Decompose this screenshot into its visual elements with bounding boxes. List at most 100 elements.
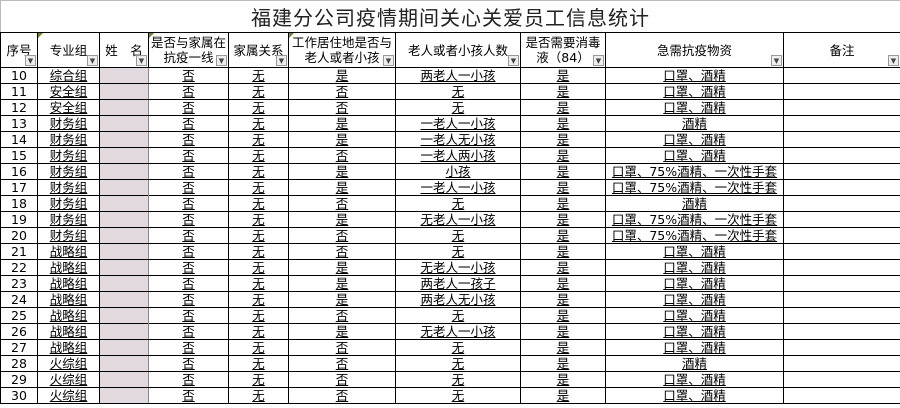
cell-need-disinfectant[interactable]: 是	[520, 259, 606, 276]
filter-dropdown-icon[interactable]: ▼	[593, 55, 604, 66]
cell-needed-supplies[interactable]: 口罩、酒精	[605, 83, 784, 100]
cell-need-disinfectant[interactable]: 是	[520, 67, 606, 84]
cell-remarks[interactable]	[783, 307, 900, 324]
cell-need-disinfectant[interactable]: 是	[520, 371, 606, 388]
cell-needed-supplies[interactable]: 口罩、酒精	[605, 307, 784, 324]
cell-remarks[interactable]	[783, 211, 900, 228]
cell-needed-supplies[interactable]: 口罩、75%酒精、一次性手套	[605, 227, 784, 244]
cell-seq[interactable]: 18	[0, 195, 38, 212]
cell-family-frontline[interactable]: 否	[148, 291, 229, 308]
cell-needed-supplies[interactable]: 口罩、酒精	[605, 243, 784, 260]
cell-seq[interactable]: 28	[0, 355, 38, 372]
cell-name[interactable]	[99, 147, 149, 164]
cell-family-frontline[interactable]: 否	[148, 355, 229, 372]
cell-group[interactable]: 战略组	[37, 323, 100, 340]
cell-group[interactable]: 财务组	[37, 227, 100, 244]
cell-needed-supplies[interactable]: 酒精	[605, 115, 784, 132]
cell-need-disinfectant[interactable]: 是	[520, 307, 606, 324]
cell-group[interactable]: 财务组	[37, 195, 100, 212]
cell-needed-supplies[interactable]: 口罩、酒精	[605, 323, 784, 340]
cell-seq[interactable]: 24	[0, 291, 38, 308]
cell-family-frontline[interactable]: 否	[148, 275, 229, 292]
cell-seq[interactable]: 10	[0, 67, 38, 84]
cell-remarks[interactable]	[783, 355, 900, 372]
cell-need-disinfectant[interactable]: 是	[520, 211, 606, 228]
cell-live-with-elder-child[interactable]: 是	[288, 115, 396, 132]
cell-name[interactable]	[99, 67, 149, 84]
cell-group[interactable]: 财务组	[37, 147, 100, 164]
cell-group[interactable]: 战略组	[37, 259, 100, 276]
cell-family-frontline[interactable]: 否	[148, 163, 229, 180]
cell-needed-supplies[interactable]: 酒精	[605, 195, 784, 212]
cell-elder-child-count[interactable]: 一老人无小孩	[395, 131, 521, 148]
cell-seq[interactable]: 26	[0, 323, 38, 340]
cell-seq[interactable]: 20	[0, 227, 38, 244]
cell-group[interactable]: 财务组	[37, 211, 100, 228]
cell-remarks[interactable]	[783, 291, 900, 308]
cell-seq[interactable]: 25	[0, 307, 38, 324]
cell-live-with-elder-child[interactable]: 是	[288, 67, 396, 84]
cell-group[interactable]: 安全组	[37, 99, 100, 116]
cell-family-frontline[interactable]: 否	[148, 339, 229, 356]
cell-remarks[interactable]	[783, 387, 900, 404]
cell-name[interactable]	[99, 339, 149, 356]
cell-needed-supplies[interactable]: 口罩、酒精	[605, 259, 784, 276]
cell-relation[interactable]: 无	[228, 259, 289, 276]
cell-group[interactable]: 战略组	[37, 243, 100, 260]
cell-group[interactable]: 火综组	[37, 355, 100, 372]
cell-needed-supplies[interactable]: 口罩、酒精	[605, 99, 784, 116]
cell-relation[interactable]: 无	[228, 323, 289, 340]
cell-remarks[interactable]	[783, 195, 900, 212]
cell-relation[interactable]: 无	[228, 163, 289, 180]
cell-need-disinfectant[interactable]: 是	[520, 115, 606, 132]
cell-name[interactable]	[99, 195, 149, 212]
cell-group[interactable]: 财务组	[37, 179, 100, 196]
cell-need-disinfectant[interactable]: 是	[520, 323, 606, 340]
cell-remarks[interactable]	[783, 99, 900, 116]
cell-live-with-elder-child[interactable]: 是	[288, 323, 396, 340]
cell-relation[interactable]: 无	[228, 67, 289, 84]
cell-group[interactable]: 战略组	[37, 307, 100, 324]
cell-relation[interactable]: 无	[228, 195, 289, 212]
cell-relation[interactable]: 无	[228, 83, 289, 100]
filter-dropdown-icon[interactable]: ▼	[87, 55, 98, 66]
cell-name[interactable]	[99, 131, 149, 148]
cell-need-disinfectant[interactable]: 是	[520, 275, 606, 292]
cell-remarks[interactable]	[783, 339, 900, 356]
cell-live-with-elder-child[interactable]: 是	[288, 211, 396, 228]
cell-family-frontline[interactable]: 否	[148, 387, 229, 404]
cell-needed-supplies[interactable]: 口罩、酒精	[605, 387, 784, 404]
filter-dropdown-icon[interactable]: ▼	[136, 55, 147, 66]
cell-family-frontline[interactable]: 否	[148, 131, 229, 148]
cell-remarks[interactable]	[783, 243, 900, 260]
cell-elder-child-count[interactable]: 一老人一小孩	[395, 179, 521, 196]
cell-seq[interactable]: 16	[0, 163, 38, 180]
cell-relation[interactable]: 无	[228, 339, 289, 356]
cell-family-frontline[interactable]: 否	[148, 227, 229, 244]
cell-remarks[interactable]	[783, 259, 900, 276]
cell-group[interactable]: 战略组	[37, 275, 100, 292]
cell-seq[interactable]: 11	[0, 83, 38, 100]
cell-need-disinfectant[interactable]: 是	[520, 291, 606, 308]
filter-dropdown-icon[interactable]: ▼	[888, 55, 899, 66]
cell-name[interactable]	[99, 355, 149, 372]
cell-name[interactable]	[99, 371, 149, 388]
cell-live-with-elder-child[interactable]: 否	[288, 227, 396, 244]
cell-seq[interactable]: 23	[0, 275, 38, 292]
cell-remarks[interactable]	[783, 323, 900, 340]
cell-name[interactable]	[99, 291, 149, 308]
cell-elder-child-count[interactable]: 无	[395, 371, 521, 388]
cell-elder-child-count[interactable]: 无老人一小孩	[395, 323, 521, 340]
cell-needed-supplies[interactable]: 口罩、酒精	[605, 131, 784, 148]
cell-live-with-elder-child[interactable]: 否	[288, 371, 396, 388]
cell-remarks[interactable]	[783, 275, 900, 292]
cell-live-with-elder-child[interactable]: 否	[288, 195, 396, 212]
cell-group[interactable]: 战略组	[37, 291, 100, 308]
cell-name[interactable]	[99, 227, 149, 244]
filter-dropdown-icon[interactable]: ▼	[276, 55, 287, 66]
cell-needed-supplies[interactable]: 口罩、酒精	[605, 371, 784, 388]
cell-remarks[interactable]	[783, 115, 900, 132]
cell-remarks[interactable]	[783, 131, 900, 148]
cell-family-frontline[interactable]: 否	[148, 323, 229, 340]
cell-need-disinfectant[interactable]: 是	[520, 147, 606, 164]
